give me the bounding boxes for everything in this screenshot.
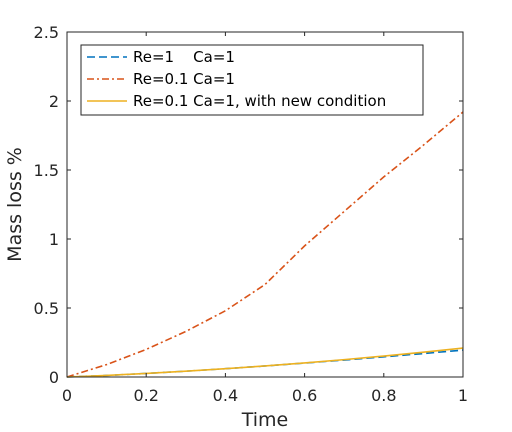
legend-label-2: Re=0.1 Ca=1 <box>133 70 235 88</box>
plot-frame <box>66 31 464 378</box>
y-tick-label: 0 <box>49 368 59 387</box>
x-tick-label: 0 <box>62 386 72 405</box>
series-line-3 <box>66 347 464 378</box>
legend: Re=1 Ca=1 Re=0.1 Ca=1 Re=0.1 Ca=1, with ne… <box>80 44 424 116</box>
legend-box <box>80 44 424 116</box>
y-tick-label: 0.5 <box>34 299 59 318</box>
x-tick-label: 1 <box>458 386 468 405</box>
legend-label-3: Re=0.1 Ca=1, with new condition <box>133 92 386 110</box>
x-tick-label: 0.8 <box>371 386 396 405</box>
x-axis-label: Time <box>241 409 289 431</box>
y-tick-label: 1.5 <box>34 161 59 180</box>
legend-label-1: Re=1 Ca=1 <box>133 48 235 66</box>
series-line-2 <box>66 111 464 378</box>
y-tick-label: 2 <box>49 92 59 111</box>
y-tick-label: 2.5 <box>34 23 59 42</box>
series-layer <box>66 111 464 378</box>
x-tick-label: 0.6 <box>292 386 317 405</box>
x-tick-label: 0.2 <box>133 386 158 405</box>
y-axis-label: Mass loss % <box>4 147 26 262</box>
x-tick-label: 0.4 <box>213 386 238 405</box>
y-tick-label: 1 <box>49 230 59 249</box>
axis-layer: 0 0.2 0.4 0.6 0.8 1 0 0.5 1 1.5 2 2.5 <box>34 23 469 405</box>
